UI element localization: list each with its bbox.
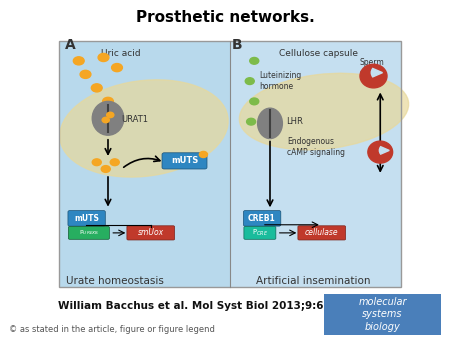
Text: A: A [65, 38, 76, 52]
Circle shape [98, 53, 109, 62]
Ellipse shape [60, 80, 228, 177]
Text: LHR: LHR [286, 117, 302, 126]
Circle shape [199, 151, 207, 158]
Text: Cellulose capsule: Cellulose capsule [279, 49, 358, 58]
FancyBboxPatch shape [68, 211, 105, 226]
FancyBboxPatch shape [127, 226, 175, 240]
Ellipse shape [239, 73, 409, 150]
Wedge shape [371, 68, 382, 77]
FancyBboxPatch shape [243, 211, 281, 226]
FancyBboxPatch shape [68, 226, 109, 239]
Text: Endogenous
cAMP signaling: Endogenous cAMP signaling [287, 137, 345, 157]
Text: William Bacchus et al. Mol Syst Biol 2013;9:691: William Bacchus et al. Mol Syst Biol 201… [58, 301, 338, 311]
Text: B: B [232, 38, 243, 52]
Text: P$_{CRE}$: P$_{CRE}$ [252, 228, 268, 238]
Circle shape [250, 57, 259, 64]
Circle shape [250, 98, 259, 105]
Circle shape [92, 159, 101, 166]
Wedge shape [379, 147, 389, 154]
FancyBboxPatch shape [58, 41, 230, 287]
FancyBboxPatch shape [162, 153, 207, 169]
Text: URAT1: URAT1 [122, 115, 148, 124]
Text: molecular
systems
biology: molecular systems biology [358, 297, 407, 332]
Text: Uric acid: Uric acid [101, 49, 141, 58]
FancyBboxPatch shape [230, 41, 400, 287]
Circle shape [110, 159, 119, 166]
FancyBboxPatch shape [324, 294, 441, 335]
FancyBboxPatch shape [244, 226, 276, 239]
Circle shape [107, 112, 114, 118]
Ellipse shape [368, 141, 392, 163]
Circle shape [103, 97, 113, 105]
Text: cellulase: cellulase [305, 228, 338, 237]
Text: Artificial insemination: Artificial insemination [256, 276, 370, 286]
Ellipse shape [360, 64, 387, 88]
Ellipse shape [92, 101, 124, 135]
Text: Luteinizing
hormone: Luteinizing hormone [259, 71, 301, 91]
Text: mUTS: mUTS [171, 156, 198, 165]
Circle shape [247, 118, 256, 125]
Text: P$_{UREX8}$: P$_{UREX8}$ [78, 228, 99, 237]
Text: smUox: smUox [138, 228, 164, 237]
Circle shape [101, 166, 110, 172]
Text: CREB1: CREB1 [248, 214, 276, 223]
Text: mUTS: mUTS [74, 214, 99, 223]
Circle shape [112, 64, 122, 72]
Text: Urate homeostasis: Urate homeostasis [66, 276, 164, 286]
FancyBboxPatch shape [298, 226, 346, 240]
Text: Prosthetic networks.: Prosthetic networks. [135, 10, 315, 25]
Text: Sperm
cells: Sperm cells [360, 58, 385, 77]
Circle shape [80, 70, 91, 78]
Text: © as stated in the article, figure or figure legend: © as stated in the article, figure or fi… [9, 325, 215, 334]
Ellipse shape [257, 108, 283, 139]
Circle shape [102, 117, 109, 123]
Circle shape [73, 57, 84, 65]
Circle shape [245, 78, 254, 84]
Circle shape [91, 84, 102, 92]
